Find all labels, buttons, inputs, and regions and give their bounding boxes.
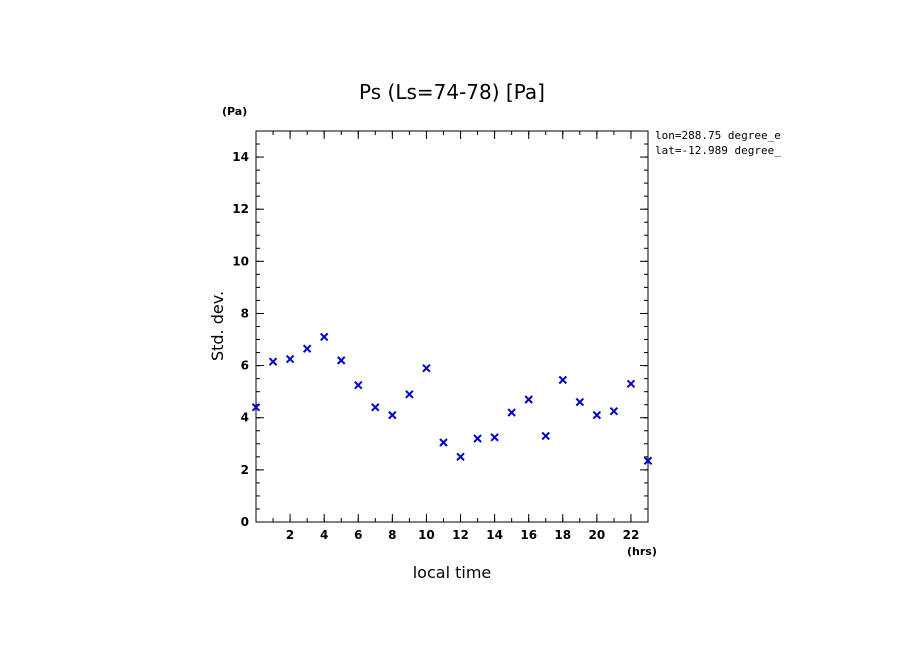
data-point	[251, 403, 261, 412]
x-axis-unit: (hrs)	[627, 545, 657, 558]
annotation-lat: lat=-12.989 degree_	[655, 144, 781, 157]
y-tick-label: 2	[241, 463, 249, 477]
y-tick-label: 8	[241, 306, 249, 320]
data-point	[405, 390, 414, 399]
data-point	[473, 434, 482, 443]
x-tick-label: 10	[418, 528, 435, 542]
y-tick-label: 4	[241, 411, 249, 425]
x-tick-labels: 2 4 6 8 10 12 14 16 18 20 22	[286, 528, 639, 542]
x-tick-label: 12	[452, 528, 469, 542]
data-point	[302, 344, 312, 353]
data-point	[609, 407, 619, 416]
data-point	[337, 356, 346, 365]
x-tick-label: 22	[623, 528, 640, 542]
data-point	[354, 380, 363, 390]
data-point	[439, 438, 448, 447]
x-axis-label: local time	[413, 563, 492, 582]
x-tick-label: 8	[388, 528, 396, 542]
data-point	[456, 452, 465, 462]
data-point	[575, 397, 585, 407]
data-point	[490, 433, 499, 442]
x-tick-label: 18	[554, 528, 571, 542]
data-point	[371, 403, 380, 412]
data-point	[558, 375, 567, 385]
data-point	[626, 379, 636, 389]
x-tick-label: 20	[589, 528, 606, 542]
y-axis-label: Std. dev.	[208, 291, 227, 361]
data-point	[268, 357, 278, 366]
axis-ticks	[255, 130, 649, 523]
data-point	[643, 456, 653, 465]
annotation-lon: lon=288.75 degree_e	[655, 129, 781, 142]
x-tick-label: 6	[354, 528, 362, 542]
data-point	[422, 363, 431, 373]
data-point	[541, 431, 550, 441]
data-point	[388, 410, 397, 420]
y-tick-label: 14	[232, 150, 249, 164]
y-tick-label: 10	[232, 254, 249, 268]
y-axis-unit: (Pa)	[222, 105, 247, 118]
data-point	[507, 408, 516, 417]
data-point	[524, 395, 533, 404]
data-points	[251, 332, 653, 465]
x-tick-label: 16	[520, 528, 537, 542]
y-tick-label: 12	[232, 202, 249, 216]
chart-title: Ps (Ls=74-78) [Pa]	[359, 80, 545, 104]
data-point	[285, 354, 295, 364]
data-point	[319, 332, 329, 342]
y-tick-label: 0	[241, 515, 249, 529]
y-tick-label: 6	[241, 359, 249, 373]
x-tick-label: 4	[320, 528, 328, 542]
x-tick-label: 2	[286, 528, 294, 542]
y-tick-labels: 0 2 4 6 8 10 12 14	[232, 150, 249, 529]
data-point	[592, 410, 602, 420]
x-tick-label: 14	[486, 528, 503, 542]
plot-frame	[255, 130, 649, 523]
